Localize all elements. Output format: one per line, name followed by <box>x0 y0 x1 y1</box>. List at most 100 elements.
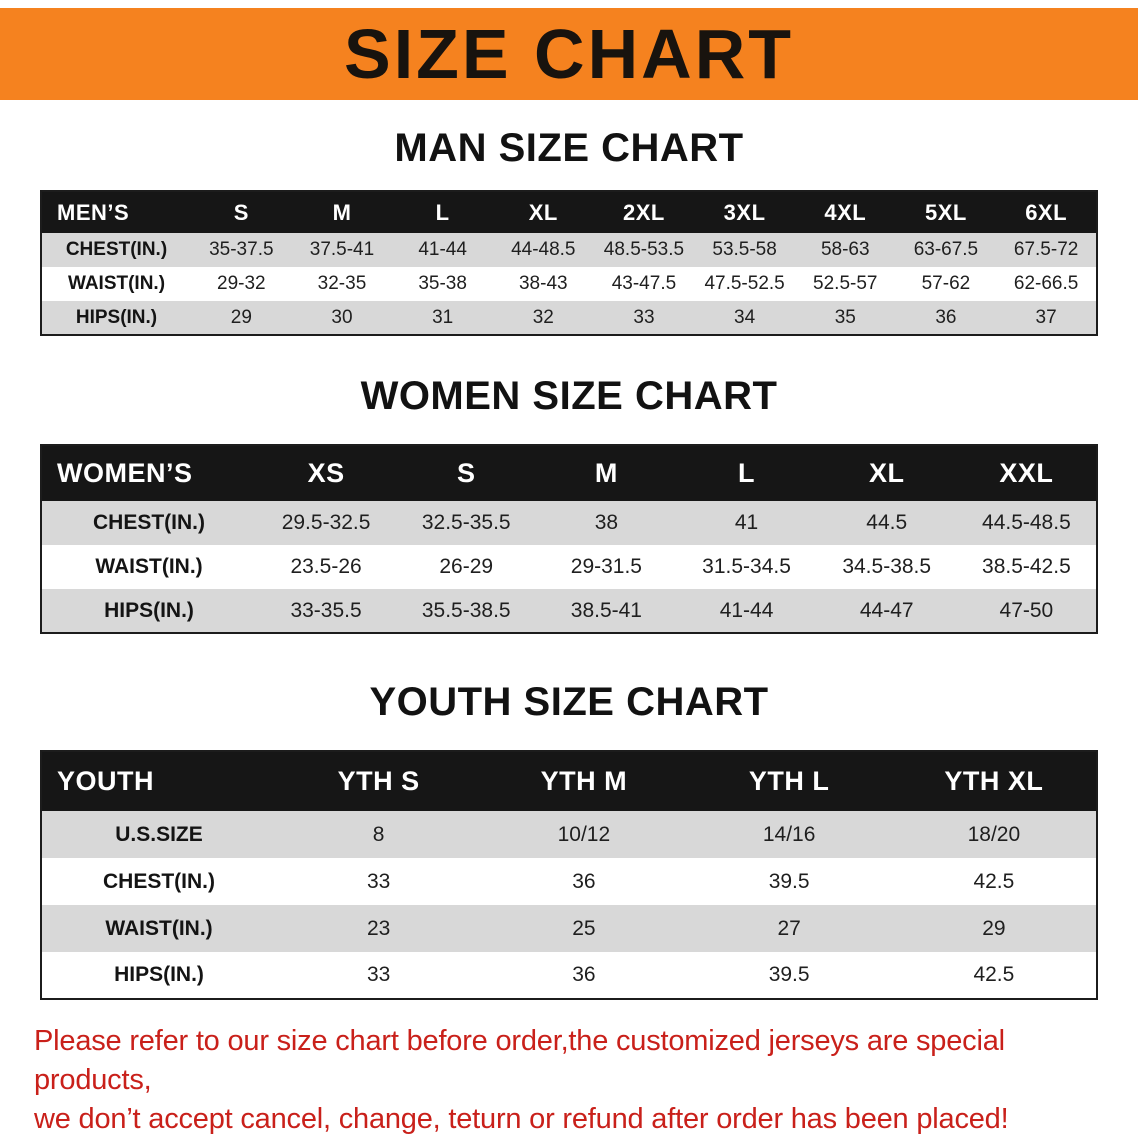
size-value-cell: 35-38 <box>418 273 467 294</box>
banner: SIZE CHART <box>0 8 1138 100</box>
size-value-cell: 30 <box>331 306 353 328</box>
table-header-row: MEN’S S M L XL 2XL 3XL 4XL 5XL 6XL <box>41 191 1097 233</box>
size-value-cell: 48.5-53.5 <box>603 239 685 260</box>
row-label: WAIST(IN.) <box>105 916 213 940</box>
size-value-cell: 42.5 <box>973 963 1015 986</box>
row-label: HIPS(IN.) <box>104 598 194 622</box>
size-value-cell: 41 <box>734 511 759 534</box>
size-value-cell: 29 <box>230 306 252 328</box>
notice-line-1: Please refer to our size chart before or… <box>34 1025 1005 1097</box>
notice-line-2: we don’t accept cancel, change, teturn o… <box>34 1103 1009 1136</box>
size-value-cell: 58-63 <box>820 239 870 260</box>
size-value-cell: 53.5-58 <box>712 239 777 260</box>
size-column-header: XXL <box>999 458 1054 488</box>
table-corner-cell: MEN’S <box>57 199 130 225</box>
size-column-header: 2XL <box>623 199 665 225</box>
size-value-cell: 33 <box>366 963 391 986</box>
row-label: U.S.SIZE <box>115 822 203 846</box>
row-label: HIPS(IN.) <box>114 963 204 986</box>
table-row: WAIST(IN.) 23 25 27 29 <box>41 905 1097 952</box>
table-row: HIPS(IN.) 33-35.5 35.5-38.5 38.5-41 41-44 44-… <box>41 589 1097 633</box>
size-value-cell: 32-35 <box>317 273 367 294</box>
table-header-row: YOUTH YTH S YTH M YTH L YTH XL <box>41 751 1097 811</box>
size-column-header: S <box>233 199 249 225</box>
row-label: CHEST(IN.) <box>65 239 168 260</box>
size-value-cell: 42.5 <box>973 869 1015 893</box>
size-column-header: 6XL <box>1025 199 1068 225</box>
size-value-cell: 23.5-26 <box>290 555 362 578</box>
size-column-header: YTH S <box>337 766 420 796</box>
row-label: WAIST(IN.) <box>95 555 203 578</box>
size-value-cell: 34.5-38.5 <box>842 555 932 578</box>
size-value-cell: 37 <box>1035 306 1057 328</box>
size-value-cell: 8 <box>372 822 385 846</box>
size-table: YOUTH YTH S YTH M YTH L YTH XL U.S.SIZE 8 10/12… <box>40 750 1098 1000</box>
section-heading: MAN SIZE CHART <box>394 126 744 170</box>
size-value-cell: 27 <box>777 916 801 940</box>
table-row: CHEST(IN.) 35-37.5 37.5-41 41-44 44-48.5 48.5… <box>41 233 1097 267</box>
size-value-cell: 41-44 <box>418 239 467 260</box>
size-column-header: YTH XL <box>944 766 1044 796</box>
size-column-header: M <box>594 458 618 488</box>
size-value-cell: 29.5-32.5 <box>281 511 371 534</box>
size-value-cell: 38 <box>594 511 619 534</box>
size-value-cell: 38.5-42.5 <box>982 555 1071 578</box>
size-value-cell: 43-47.5 <box>611 273 677 294</box>
size-value-cell: 35 <box>834 306 856 328</box>
size-column-header: L <box>738 458 756 488</box>
size-value-cell: 47-50 <box>999 598 1054 622</box>
footer-notice: Please refer to our size chart before or… <box>34 1022 1104 1139</box>
size-value-cell: 52.5-57 <box>813 273 878 294</box>
size-value-cell: 44-47 <box>859 598 914 622</box>
size-value-cell: 10/12 <box>557 822 611 846</box>
table-corner-cell: WOMEN’S <box>57 458 193 488</box>
size-value-cell: 57-62 <box>921 273 971 294</box>
size-column-header: L <box>435 199 450 225</box>
size-value-cell: 44-48.5 <box>511 239 576 260</box>
size-value-cell: 32 <box>532 306 554 328</box>
size-value-cell: 29 <box>982 916 1006 940</box>
size-value-cell: 29-32 <box>217 273 266 294</box>
page-title: SIZE CHART <box>344 15 794 93</box>
size-column-header: 4XL <box>824 199 867 225</box>
table-row: HIPS(IN.) 33 36 39.5 42.5 <box>41 952 1097 999</box>
size-value-cell: 29-31.5 <box>570 555 642 578</box>
size-value-cell: 32.5-35.5 <box>421 511 511 534</box>
size-value-cell: 38.5-41 <box>570 598 642 622</box>
section-heading: YOUTH SIZE CHART <box>369 680 769 724</box>
size-table: WOMEN’S XS S M L XL XXL CHEST(IN.) 29.5-32.5 32.5… <box>40 444 1098 634</box>
size-value-cell: 35.5-38.5 <box>421 598 511 622</box>
row-label: CHEST(IN.) <box>103 869 215 893</box>
size-value-cell: 31 <box>432 306 454 328</box>
size-column-header: YTH M <box>540 766 628 796</box>
size-value-cell: 25 <box>572 916 596 940</box>
size-value-cell: 41-44 <box>719 598 774 622</box>
size-column-header: 3XL <box>723 199 766 225</box>
size-value-cell: 39.5 <box>768 963 810 986</box>
table-row: WAIST(IN.) 23.5-26 26-29 29-31.5 31.5-34.5 34… <box>41 545 1097 589</box>
section-heading: WOMEN SIZE CHART <box>360 374 778 418</box>
table-row: WAIST(IN.) 29-32 32-35 35-38 38-43 43-47.5 47.… <box>41 267 1097 301</box>
size-value-cell: 62-66.5 <box>1013 273 1079 294</box>
row-label: CHEST(IN.) <box>93 511 205 534</box>
size-chart-section: YOUTH SIZE CHART YOUTH YTH S YTH M YTH L YTH … <box>0 680 1138 1000</box>
size-column-header: XS <box>307 458 345 488</box>
size-value-cell: 67.5-72 <box>1013 239 1079 260</box>
size-value-cell: 33-35.5 <box>290 598 362 622</box>
size-value-cell: 14/16 <box>762 822 816 846</box>
size-value-cell: 18/20 <box>967 822 1021 846</box>
row-label: WAIST(IN.) <box>67 273 166 294</box>
size-value-cell: 39.5 <box>768 869 810 893</box>
size-value-cell: 26-29 <box>439 555 494 578</box>
size-value-cell: 44.5-48.5 <box>982 511 1071 534</box>
size-value-cell: 36 <box>572 869 596 893</box>
size-table: MEN’S S M L XL 2XL 3XL 4XL 5XL 6XL CHEST(IN.) 35-37… <box>40 190 1098 336</box>
size-column-header: M <box>332 199 352 225</box>
size-value-cell: 63-67.5 <box>913 239 979 260</box>
size-value-cell: 35-37.5 <box>209 239 274 260</box>
size-value-cell: 36 <box>572 963 596 986</box>
size-chart-page: SIZE CHART MAN SIZE CHART MEN’S S M L XL 2XL 3X… <box>0 8 1138 1139</box>
size-value-cell: 44.5 <box>866 511 908 534</box>
size-chart-section: WOMEN SIZE CHART WOMEN’S XS S M L XL XXL CHEST(I… <box>0 374 1138 634</box>
size-value-cell: 34 <box>734 306 756 328</box>
